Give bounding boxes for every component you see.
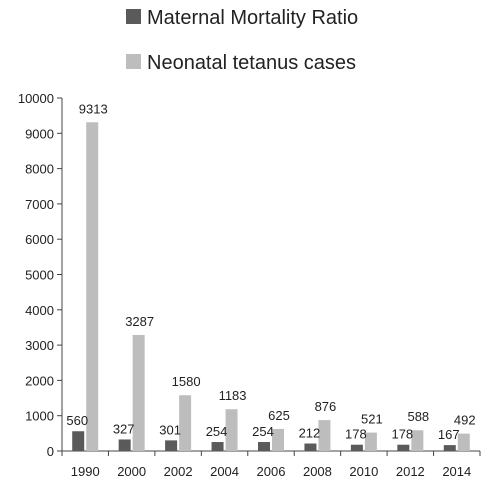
bar-series2-2006	[272, 428, 284, 451]
bars	[72, 122, 470, 451]
bar-series2-2002	[179, 395, 192, 451]
bar-series2-2004	[225, 409, 238, 451]
bar-series2-2012	[411, 430, 424, 451]
data-label-series1-2004: 254	[206, 424, 228, 439]
y-tick-label: 10000	[18, 91, 54, 106]
data-label-series2-2006: 625	[268, 408, 290, 423]
data-label-series1-2008: 212	[299, 426, 321, 441]
y-tick-label: 8000	[25, 162, 54, 177]
bar-series1-2000	[118, 439, 131, 451]
x-tick-label: 2000	[117, 464, 146, 479]
data-label-series2-2002: 1580	[172, 374, 201, 389]
bar-series2-2008	[318, 420, 331, 451]
data-label-series1-2010: 178	[345, 427, 367, 442]
data-label-series1-2002: 301	[159, 422, 181, 437]
data-label-series1-1990: 560	[66, 413, 88, 428]
data-label-series1-2006: 254	[252, 424, 274, 439]
legend: Maternal Mortality Ratio Neonatal tetanus…	[126, 7, 358, 74]
y-axis: 0 1000 2000 3000 4000 5000 6000 7000 8000 9000 100…	[18, 91, 63, 459]
data-label-series1-2014: 167	[438, 427, 460, 442]
data-label-series2-2008: 876	[315, 399, 337, 414]
x-tick-label: 2008	[303, 464, 332, 479]
bar-series1-2004	[211, 442, 224, 451]
data-label-series2-2010: 521	[361, 412, 383, 427]
y-tick-label: 7000	[25, 197, 54, 212]
y-tick-label: 1000	[25, 409, 54, 424]
legend-label-1: Maternal Mortality Ratio	[147, 7, 358, 29]
y-tick-label: 0	[47, 444, 54, 459]
bar-series2-2010	[364, 432, 377, 451]
x-tick-label: 2002	[164, 464, 193, 479]
legend-label-2: Neonatal tetanus cases	[147, 52, 356, 74]
data-label-series2-2000: 3287	[125, 314, 154, 329]
legend-swatch-1	[126, 9, 141, 24]
legend-swatch-2	[126, 54, 141, 69]
x-tick-label: 2006	[257, 464, 286, 479]
x-tick-label: 2014	[442, 464, 471, 479]
bar-series1-2008	[304, 443, 317, 451]
data-label-series2-2014: 492	[454, 413, 476, 428]
bar-series1-2002	[165, 440, 178, 451]
bar-series2-2014	[457, 433, 470, 451]
y-tick-label: 2000	[25, 373, 54, 388]
data-label-series2-1990: 9313	[79, 101, 108, 116]
x-tick-label: 2004	[210, 464, 239, 479]
y-tick-label: 4000	[25, 303, 54, 318]
bar-series2-1990	[86, 122, 99, 451]
data-label-series1-2012: 178	[391, 427, 413, 442]
x-axis: 1990 2000 2002 2004 2006 2008 2010 2012 2014	[61, 450, 481, 479]
x-tick-label: 2010	[349, 464, 378, 479]
data-labels: 5609313327328730115802541183254625212876…	[66, 101, 475, 442]
x-tick-label: 1990	[71, 464, 100, 479]
x-tick-label: 2012	[396, 464, 425, 479]
y-tick-label: 5000	[25, 268, 54, 283]
y-tick-label: 3000	[25, 338, 54, 353]
y-tick-label: 6000	[25, 232, 54, 247]
bar-series1-2010	[350, 444, 363, 451]
data-label-series1-2000: 327	[113, 421, 135, 436]
bar-series1-2012	[397, 444, 410, 451]
bar-series1-1990	[72, 431, 85, 451]
bar-series2-2000	[132, 334, 145, 451]
bar-series1-2014	[443, 445, 456, 451]
y-tick-label: 9000	[25, 126, 54, 141]
data-label-series2-2004: 1183	[219, 388, 247, 403]
bar-series1-2006	[258, 442, 270, 451]
data-label-series2-2012: 588	[407, 409, 429, 424]
